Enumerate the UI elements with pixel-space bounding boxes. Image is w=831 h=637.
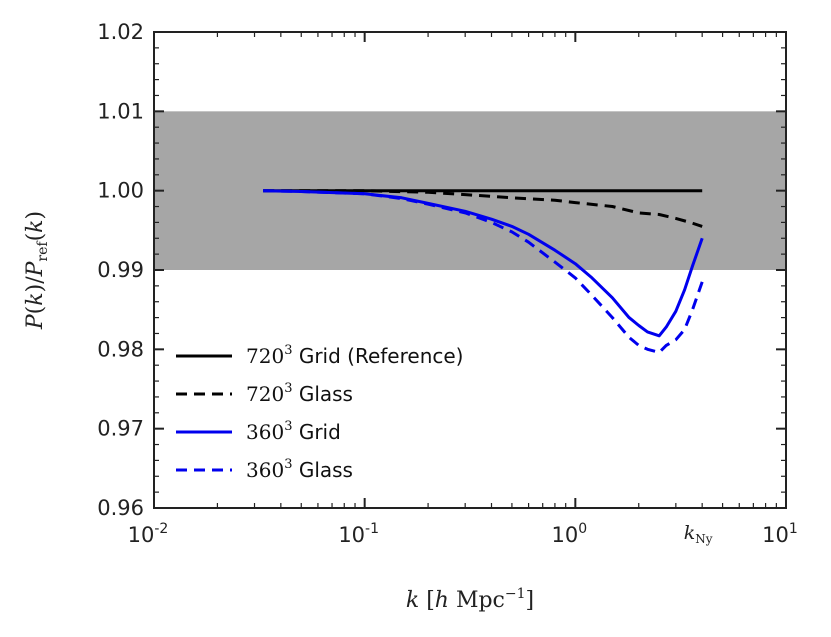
y-tick-label: 1.02 (97, 20, 144, 44)
legend-label-0: 7203 Grid (Reference) (246, 343, 463, 368)
y-axis-label: P(k)/Pref(k) (23, 211, 51, 330)
y-tick-label: 1.01 (97, 99, 144, 123)
x-tick-label: 100 (552, 521, 588, 547)
plot-frame (153, 31, 787, 509)
series-line-3 (263, 189, 704, 354)
legend-label-2: 3603 Grid (246, 419, 341, 444)
x-tick-label: 10-1 (338, 521, 379, 547)
y-tick-label: 0.97 (97, 417, 144, 441)
y-tick-label: 0.98 (97, 337, 144, 361)
label-layer: 10-2 10-1 100 101 0.96 0.97 0.98 0.99 1.00 1.01 1.… (97, 20, 798, 547)
x-tick-label: 10-2 (128, 521, 169, 547)
series-layer (263, 189, 704, 354)
x-tick-label: 101 (762, 521, 798, 547)
k-nyquist-label: kNy (684, 522, 713, 546)
legend: 7203 Grid (Reference) 7203 Glass 3603 Grid… (176, 343, 463, 482)
series-line-1 (263, 189, 703, 228)
y-tick-label: 1.00 (97, 179, 144, 203)
y-tick-label: 0.99 (97, 258, 144, 282)
x-axis-label: k [h Mpc−1] (406, 586, 534, 613)
legend-label-1: 7203 Glass (246, 381, 353, 406)
legend-label-3: 3603 Glass (246, 457, 353, 482)
y-tick-label: 0.96 (97, 496, 144, 520)
